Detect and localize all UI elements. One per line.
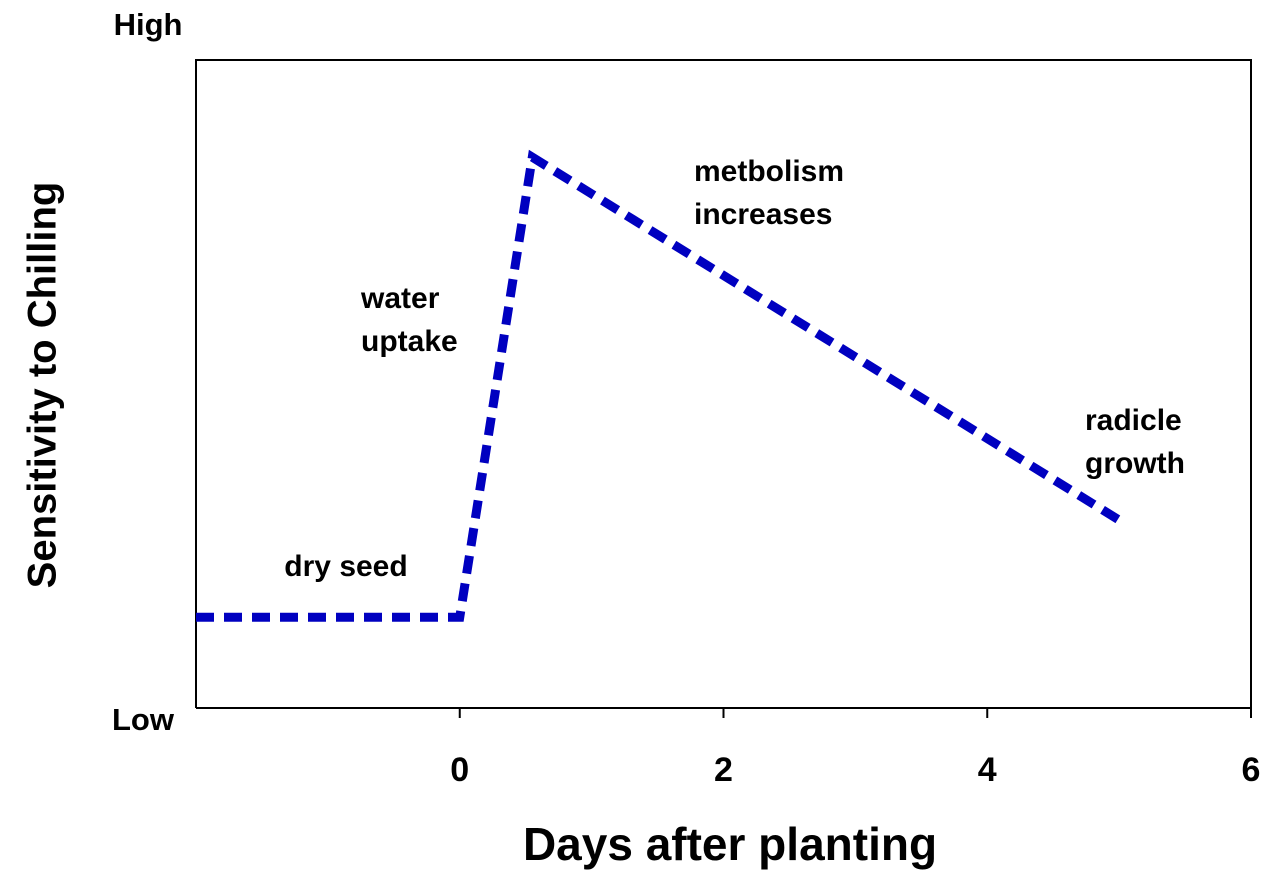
annotation: dry seed — [284, 550, 407, 583]
annotation: radicle — [1085, 404, 1182, 437]
annotation: increases — [694, 198, 832, 231]
annotation: water — [360, 282, 440, 315]
y-low-label: Low — [112, 702, 175, 737]
annotation: metbolism — [694, 155, 844, 188]
line — [196, 149, 1122, 622]
annotation: growth — [1085, 447, 1185, 480]
y-axis-label: Sensitivity to Chilling — [21, 182, 65, 589]
x-tick-label: 4 — [978, 751, 997, 789]
x-axis-label: Days after planting — [523, 818, 937, 870]
x-tick-label: 0 — [450, 751, 469, 789]
x-tick-label: 2 — [714, 751, 733, 789]
annotation: uptake — [361, 325, 458, 358]
plot-frame — [195, 59, 1252, 708]
y-high-label: High — [114, 7, 183, 42]
x-tick-label: 6 — [1242, 751, 1261, 789]
